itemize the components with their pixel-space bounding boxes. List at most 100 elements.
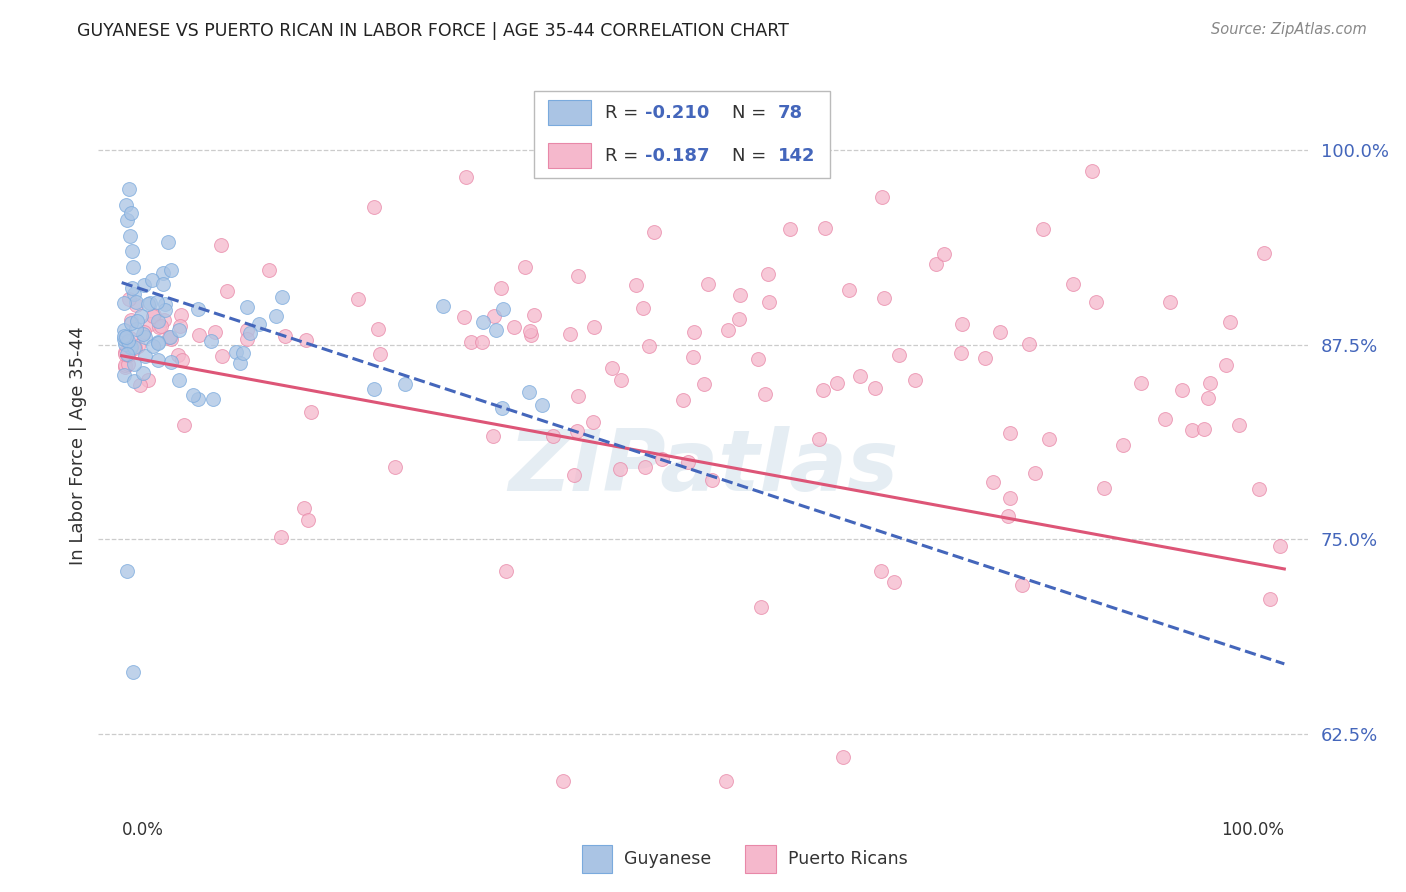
Text: 0.0%: 0.0% — [122, 821, 163, 839]
Point — [863, 380, 886, 394]
Point — [456, 170, 478, 185]
Point — [925, 257, 948, 271]
Point — [600, 361, 623, 376]
Point — [950, 346, 973, 360]
Point — [779, 222, 801, 236]
Point — [120, 313, 142, 327]
Point — [564, 467, 586, 482]
Point — [758, 294, 780, 309]
Point — [998, 491, 1021, 505]
Point — [700, 473, 723, 487]
Point — [1018, 337, 1040, 351]
Point — [155, 297, 177, 311]
Point — [633, 459, 655, 474]
Point — [112, 296, 135, 310]
Point — [200, 334, 222, 348]
Point — [520, 327, 543, 342]
Point — [157, 235, 180, 249]
Point — [217, 284, 239, 298]
Point — [134, 349, 156, 363]
Point — [1130, 376, 1153, 390]
Text: N =: N = — [733, 147, 772, 165]
Point — [904, 373, 927, 387]
Point — [115, 346, 138, 360]
Text: 78: 78 — [778, 103, 803, 122]
Point — [257, 263, 280, 277]
Point — [831, 750, 853, 764]
Point — [1229, 418, 1251, 433]
Point — [159, 330, 181, 344]
Point — [228, 356, 250, 370]
Point — [117, 213, 139, 227]
Point — [697, 277, 720, 291]
Point — [204, 325, 226, 339]
Point — [651, 451, 673, 466]
Point — [1219, 315, 1241, 329]
Point — [125, 322, 148, 336]
Point — [838, 283, 860, 297]
Point — [870, 190, 893, 204]
Point — [115, 198, 138, 212]
Point — [146, 334, 169, 349]
Point — [235, 323, 257, 337]
Point — [139, 317, 162, 331]
Point — [432, 299, 454, 313]
Point — [127, 339, 149, 353]
Point — [1024, 466, 1046, 480]
Point — [1159, 295, 1181, 310]
Text: 100.0%: 100.0% — [1222, 821, 1284, 839]
Point — [120, 316, 142, 330]
Text: Source: ZipAtlas.com: Source: ZipAtlas.com — [1211, 22, 1367, 37]
Point — [292, 500, 315, 515]
Point — [114, 360, 136, 375]
Point — [1247, 482, 1270, 496]
Point — [299, 405, 322, 419]
Text: -0.210: -0.210 — [645, 103, 710, 122]
Point — [211, 349, 233, 363]
Point — [482, 429, 505, 443]
Point — [1084, 294, 1107, 309]
Point — [264, 309, 287, 323]
Point — [749, 600, 772, 615]
Point — [172, 352, 194, 367]
Point — [132, 326, 155, 341]
Point — [127, 314, 149, 328]
Point — [492, 302, 515, 317]
Point — [582, 320, 605, 334]
Point — [347, 293, 370, 307]
Point — [519, 324, 541, 338]
Point — [582, 415, 605, 429]
Point — [553, 773, 575, 788]
Point — [187, 301, 209, 316]
Point — [567, 389, 589, 403]
Point — [643, 225, 665, 239]
Point — [807, 432, 830, 446]
Text: -0.187: -0.187 — [645, 147, 710, 165]
Point — [124, 374, 146, 388]
Point — [728, 312, 751, 326]
Point — [1011, 578, 1033, 592]
Point — [118, 182, 141, 196]
Point — [609, 462, 631, 476]
Point — [187, 328, 209, 343]
Point — [148, 335, 170, 350]
Text: R =: R = — [605, 147, 644, 165]
Point — [1062, 277, 1084, 291]
Text: GUYANESE VS PUERTO RICAN IN LABOR FORCE | AGE 35-44 CORRELATION CHART: GUYANESE VS PUERTO RICAN IN LABOR FORCE … — [77, 22, 789, 40]
Point — [148, 353, 170, 368]
Point — [491, 401, 513, 415]
Point — [565, 424, 588, 438]
Point — [983, 475, 1005, 490]
Point — [132, 325, 155, 339]
Point — [122, 339, 145, 353]
Point — [120, 340, 142, 354]
Point — [495, 564, 517, 578]
Point — [560, 327, 582, 342]
Point — [136, 297, 159, 311]
Point — [517, 384, 540, 399]
Point — [1171, 383, 1194, 397]
Text: ZIPatlas: ZIPatlas — [508, 426, 898, 509]
Point — [148, 320, 170, 334]
Point — [756, 267, 779, 281]
Point — [682, 350, 704, 364]
